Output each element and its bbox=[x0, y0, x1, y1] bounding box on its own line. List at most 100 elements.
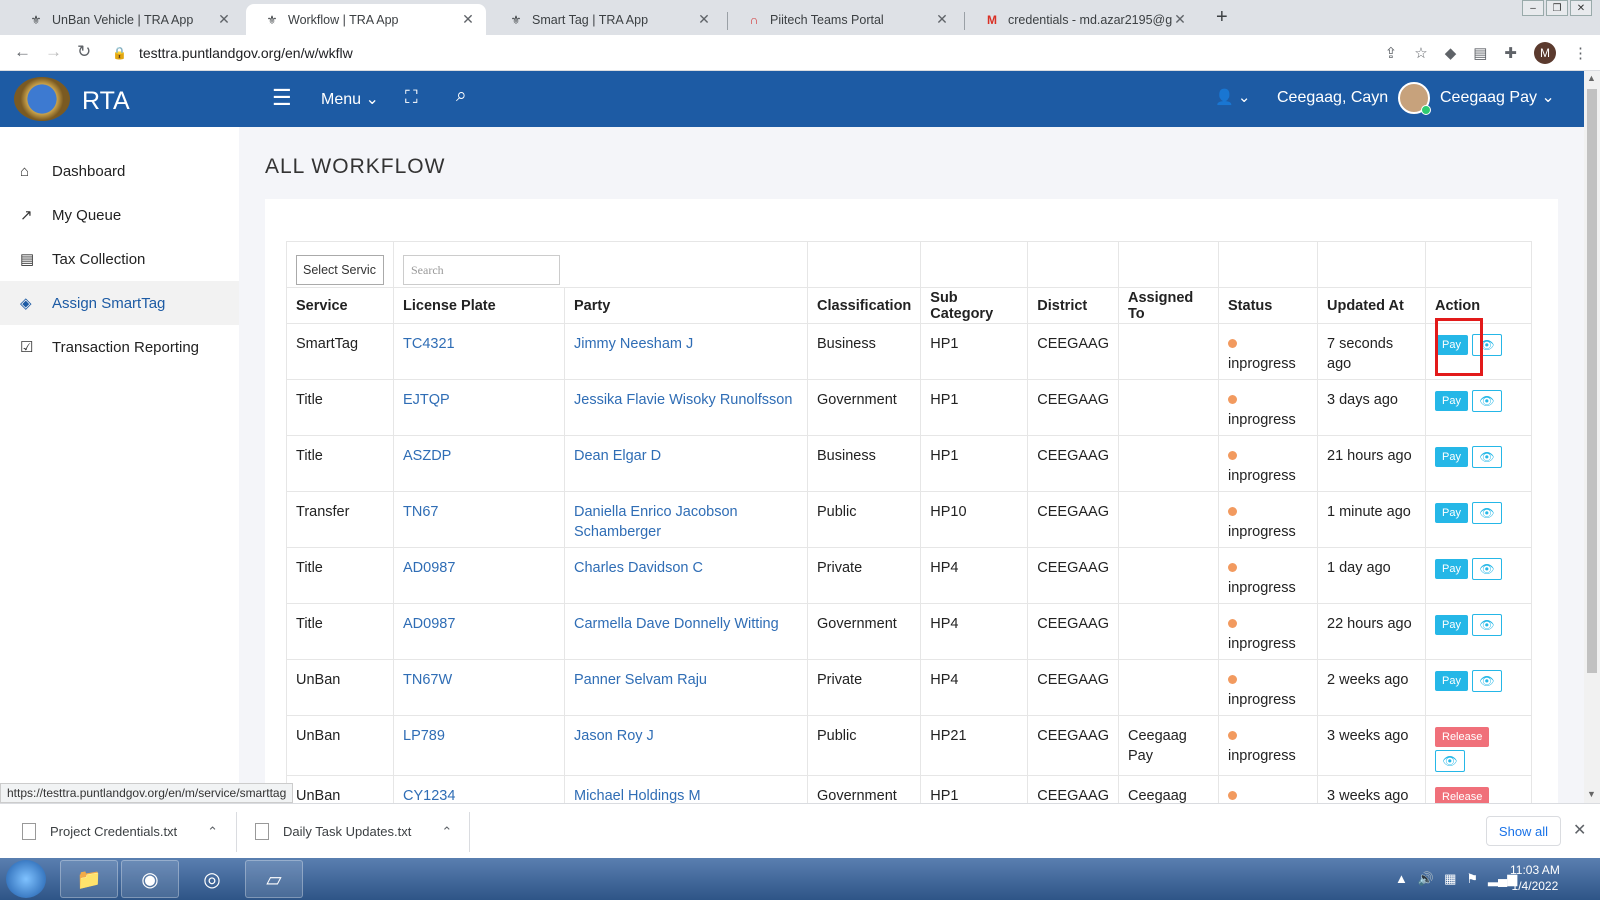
hamburger-icon[interactable]: ☰ bbox=[272, 85, 292, 110]
sidebar-item-my-queue[interactable]: ↗ My Queue bbox=[0, 193, 239, 237]
download-item[interactable]: Daily Task Updates.txt ⌃ bbox=[255, 804, 452, 859]
column-header[interactable]: Party bbox=[564, 287, 808, 324]
restore-icon[interactable]: ❐ bbox=[1546, 0, 1568, 16]
browser-tab[interactable]: M credentials - md.azar2195@gmai ✕ bbox=[966, 4, 1198, 35]
column-header[interactable]: Assigned To bbox=[1118, 287, 1219, 324]
user-name[interactable]: Ceegaag, Cayn bbox=[1277, 89, 1389, 106]
column-header[interactable]: District bbox=[1027, 287, 1119, 324]
edge-icon[interactable]: ◎ bbox=[203, 868, 221, 891]
view-eye-icon[interactable]: 👁 bbox=[1471, 558, 1502, 580]
show-all-button[interactable]: Show all bbox=[1486, 816, 1561, 846]
column-header[interactable]: Status bbox=[1218, 287, 1318, 324]
party-link[interactable]: Daniella Enrico Jacobson Schamberger bbox=[574, 504, 738, 540]
address-bar[interactable]: 🔒 testtra.puntlandgov.org/en/w/wkflw bbox=[112, 39, 1412, 67]
reload-icon[interactable]: ↻ bbox=[77, 42, 92, 61]
scroll-up-arrow-icon[interactable]: ▲ bbox=[1587, 73, 1596, 83]
close-downloads-icon[interactable]: ✕ bbox=[1573, 822, 1587, 839]
view-eye-icon[interactable]: 👁 bbox=[1471, 334, 1502, 356]
search-input[interactable]: Search bbox=[403, 254, 560, 285]
release-button[interactable]: Release bbox=[1435, 727, 1490, 747]
browser-tab[interactable]: ∩ Piitech Teams Portal ✕ bbox=[728, 4, 960, 35]
download-item[interactable]: Project Credentials.txt ⌃ bbox=[22, 804, 218, 859]
scroll-down-arrow-icon[interactable]: ▼ bbox=[1587, 789, 1596, 799]
party-link[interactable]: Jessika Flavie Wisoky Runolfsson bbox=[574, 392, 793, 408]
close-window-icon[interactable]: ✕ bbox=[1570, 0, 1592, 16]
kebab-menu-icon[interactable]: ⋮ bbox=[1573, 45, 1588, 62]
view-eye-icon[interactable]: 👁 bbox=[1471, 446, 1502, 468]
back-arrow-icon[interactable]: ← bbox=[14, 42, 31, 61]
pay-button[interactable]: Pay bbox=[1435, 391, 1468, 411]
minimize-icon[interactable]: – bbox=[1522, 0, 1544, 16]
license-plate-link[interactable]: TN67W bbox=[403, 672, 453, 688]
file-explorer-icon[interactable]: 📁 bbox=[60, 860, 118, 898]
menu-dropdown[interactable]: Menu ⌄ bbox=[321, 89, 379, 109]
browser-tab[interactable]: ⚜ Smart Tag | TRA App ✕ bbox=[490, 4, 722, 35]
view-eye-icon[interactable]: 👁 bbox=[1435, 750, 1465, 772]
release-button[interactable]: Release bbox=[1435, 787, 1490, 803]
pay-button[interactable]: Pay bbox=[1435, 447, 1468, 467]
taskbar-clock[interactable]: 11:03 AM 1/4/2022 bbox=[1510, 862, 1560, 894]
fullscreen-icon[interactable]: ⛶ bbox=[405, 87, 418, 107]
pay-button[interactable]: Pay bbox=[1435, 615, 1468, 635]
pay-button[interactable]: Pay bbox=[1435, 559, 1468, 579]
license-plate-link[interactable]: ASZDP bbox=[403, 448, 452, 464]
scrollbar-thumb[interactable] bbox=[1587, 89, 1597, 673]
license-plate-link[interactable]: AD0987 bbox=[403, 616, 456, 632]
windows-start-icon[interactable] bbox=[6, 860, 46, 898]
extension-shield-icon[interactable]: ◆ bbox=[1444, 45, 1457, 62]
pay-button[interactable]: Pay bbox=[1435, 503, 1468, 523]
license-plate-link[interactable]: TC4321 bbox=[403, 336, 455, 352]
view-eye-icon[interactable]: 👁 bbox=[1471, 614, 1502, 636]
forward-arrow-icon[interactable]: → bbox=[45, 42, 62, 61]
browser-tab-active[interactable]: ⚜ Workflow | TRA App ✕ bbox=[246, 4, 486, 35]
sidebar-item-transaction-reporting[interactable]: ☑ Transaction Reporting bbox=[0, 325, 239, 369]
rta-crest-logo[interactable] bbox=[14, 77, 70, 121]
party-link[interactable]: Dean Elgar D bbox=[574, 448, 662, 464]
party-link[interactable]: Carmella Dave Donnelly Witting bbox=[574, 616, 779, 632]
puzzle-extensions-icon[interactable]: ✚ bbox=[1504, 45, 1517, 62]
column-header[interactable]: License Plate bbox=[393, 287, 565, 324]
network-icon[interactable]: ▦ bbox=[1444, 871, 1457, 886]
close-tab-icon[interactable]: ✕ bbox=[218, 11, 230, 27]
close-tab-icon[interactable]: ✕ bbox=[462, 11, 474, 27]
column-header[interactable]: Classification bbox=[806, 287, 922, 324]
browser-tab[interactable]: ⚜ UnBan Vehicle | TRA App ✕ bbox=[10, 4, 242, 35]
license-plate-link[interactable]: AD0987 bbox=[403, 560, 456, 576]
chrome-icon[interactable]: ◉ bbox=[121, 860, 179, 898]
view-eye-icon[interactable]: 👁 bbox=[1471, 502, 1502, 524]
pay-button[interactable]: Pay bbox=[1435, 671, 1468, 691]
volume-icon[interactable]: 🔊 bbox=[1417, 871, 1435, 886]
license-plate-link[interactable]: EJTQP bbox=[403, 392, 450, 408]
column-header[interactable]: Sub Category bbox=[920, 287, 1029, 324]
notepad-icon[interactable]: ▱ bbox=[245, 860, 303, 898]
chevron-up-icon[interactable]: ⌃ bbox=[207, 823, 219, 839]
pay-button[interactable]: Pay bbox=[1435, 335, 1468, 355]
sidebar-item-dashboard[interactable]: ⌂ Dashboard bbox=[0, 149, 239, 193]
vertical-scrollbar[interactable]: ▲ ▼ bbox=[1584, 71, 1600, 803]
lock-icon[interactable]: 🔒 bbox=[112, 46, 127, 60]
close-tab-icon[interactable]: ✕ bbox=[936, 11, 948, 27]
action-center-icon[interactable]: ⚑ bbox=[1466, 871, 1479, 886]
view-eye-icon[interactable]: 👁 bbox=[1471, 670, 1502, 692]
close-tab-icon[interactable]: ✕ bbox=[1174, 11, 1186, 27]
license-plate-link[interactable]: CY1234 bbox=[403, 788, 456, 803]
tray-expand-icon[interactable]: ▲ bbox=[1395, 871, 1408, 886]
sidebar-item-tax-collection[interactable]: ▤ Tax Collection bbox=[0, 237, 239, 281]
service-select[interactable]: Select Servic bbox=[296, 254, 384, 285]
party-link[interactable]: Charles Davidson C bbox=[574, 560, 703, 576]
share-icon[interactable]: ⇪ bbox=[1384, 45, 1398, 62]
profile-avatar[interactable]: M bbox=[1534, 42, 1556, 64]
license-plate-link[interactable]: LP789 bbox=[403, 728, 445, 744]
sidebar-item-assign-smarttag[interactable]: ◈ Assign SmartTag bbox=[0, 281, 239, 325]
chevron-up-icon[interactable]: ⌃ bbox=[441, 823, 453, 839]
signal-icon[interactable]: ▂▄▆ bbox=[1488, 871, 1518, 886]
brand-name[interactable]: RTA bbox=[82, 87, 130, 115]
column-header[interactable]: Service bbox=[286, 287, 394, 324]
user-menu-icon[interactable]: 👤 ⌄ bbox=[1215, 89, 1251, 106]
new-tab-plus-icon[interactable]: + bbox=[1216, 6, 1228, 28]
view-eye-icon[interactable]: 👁 bbox=[1471, 390, 1502, 412]
party-link[interactable]: Michael Holdings M bbox=[574, 788, 701, 803]
close-tab-icon[interactable]: ✕ bbox=[698, 11, 710, 27]
search-icon[interactable]: ⌕ bbox=[456, 85, 467, 106]
party-link[interactable]: Jimmy Neesham J bbox=[574, 336, 694, 352]
